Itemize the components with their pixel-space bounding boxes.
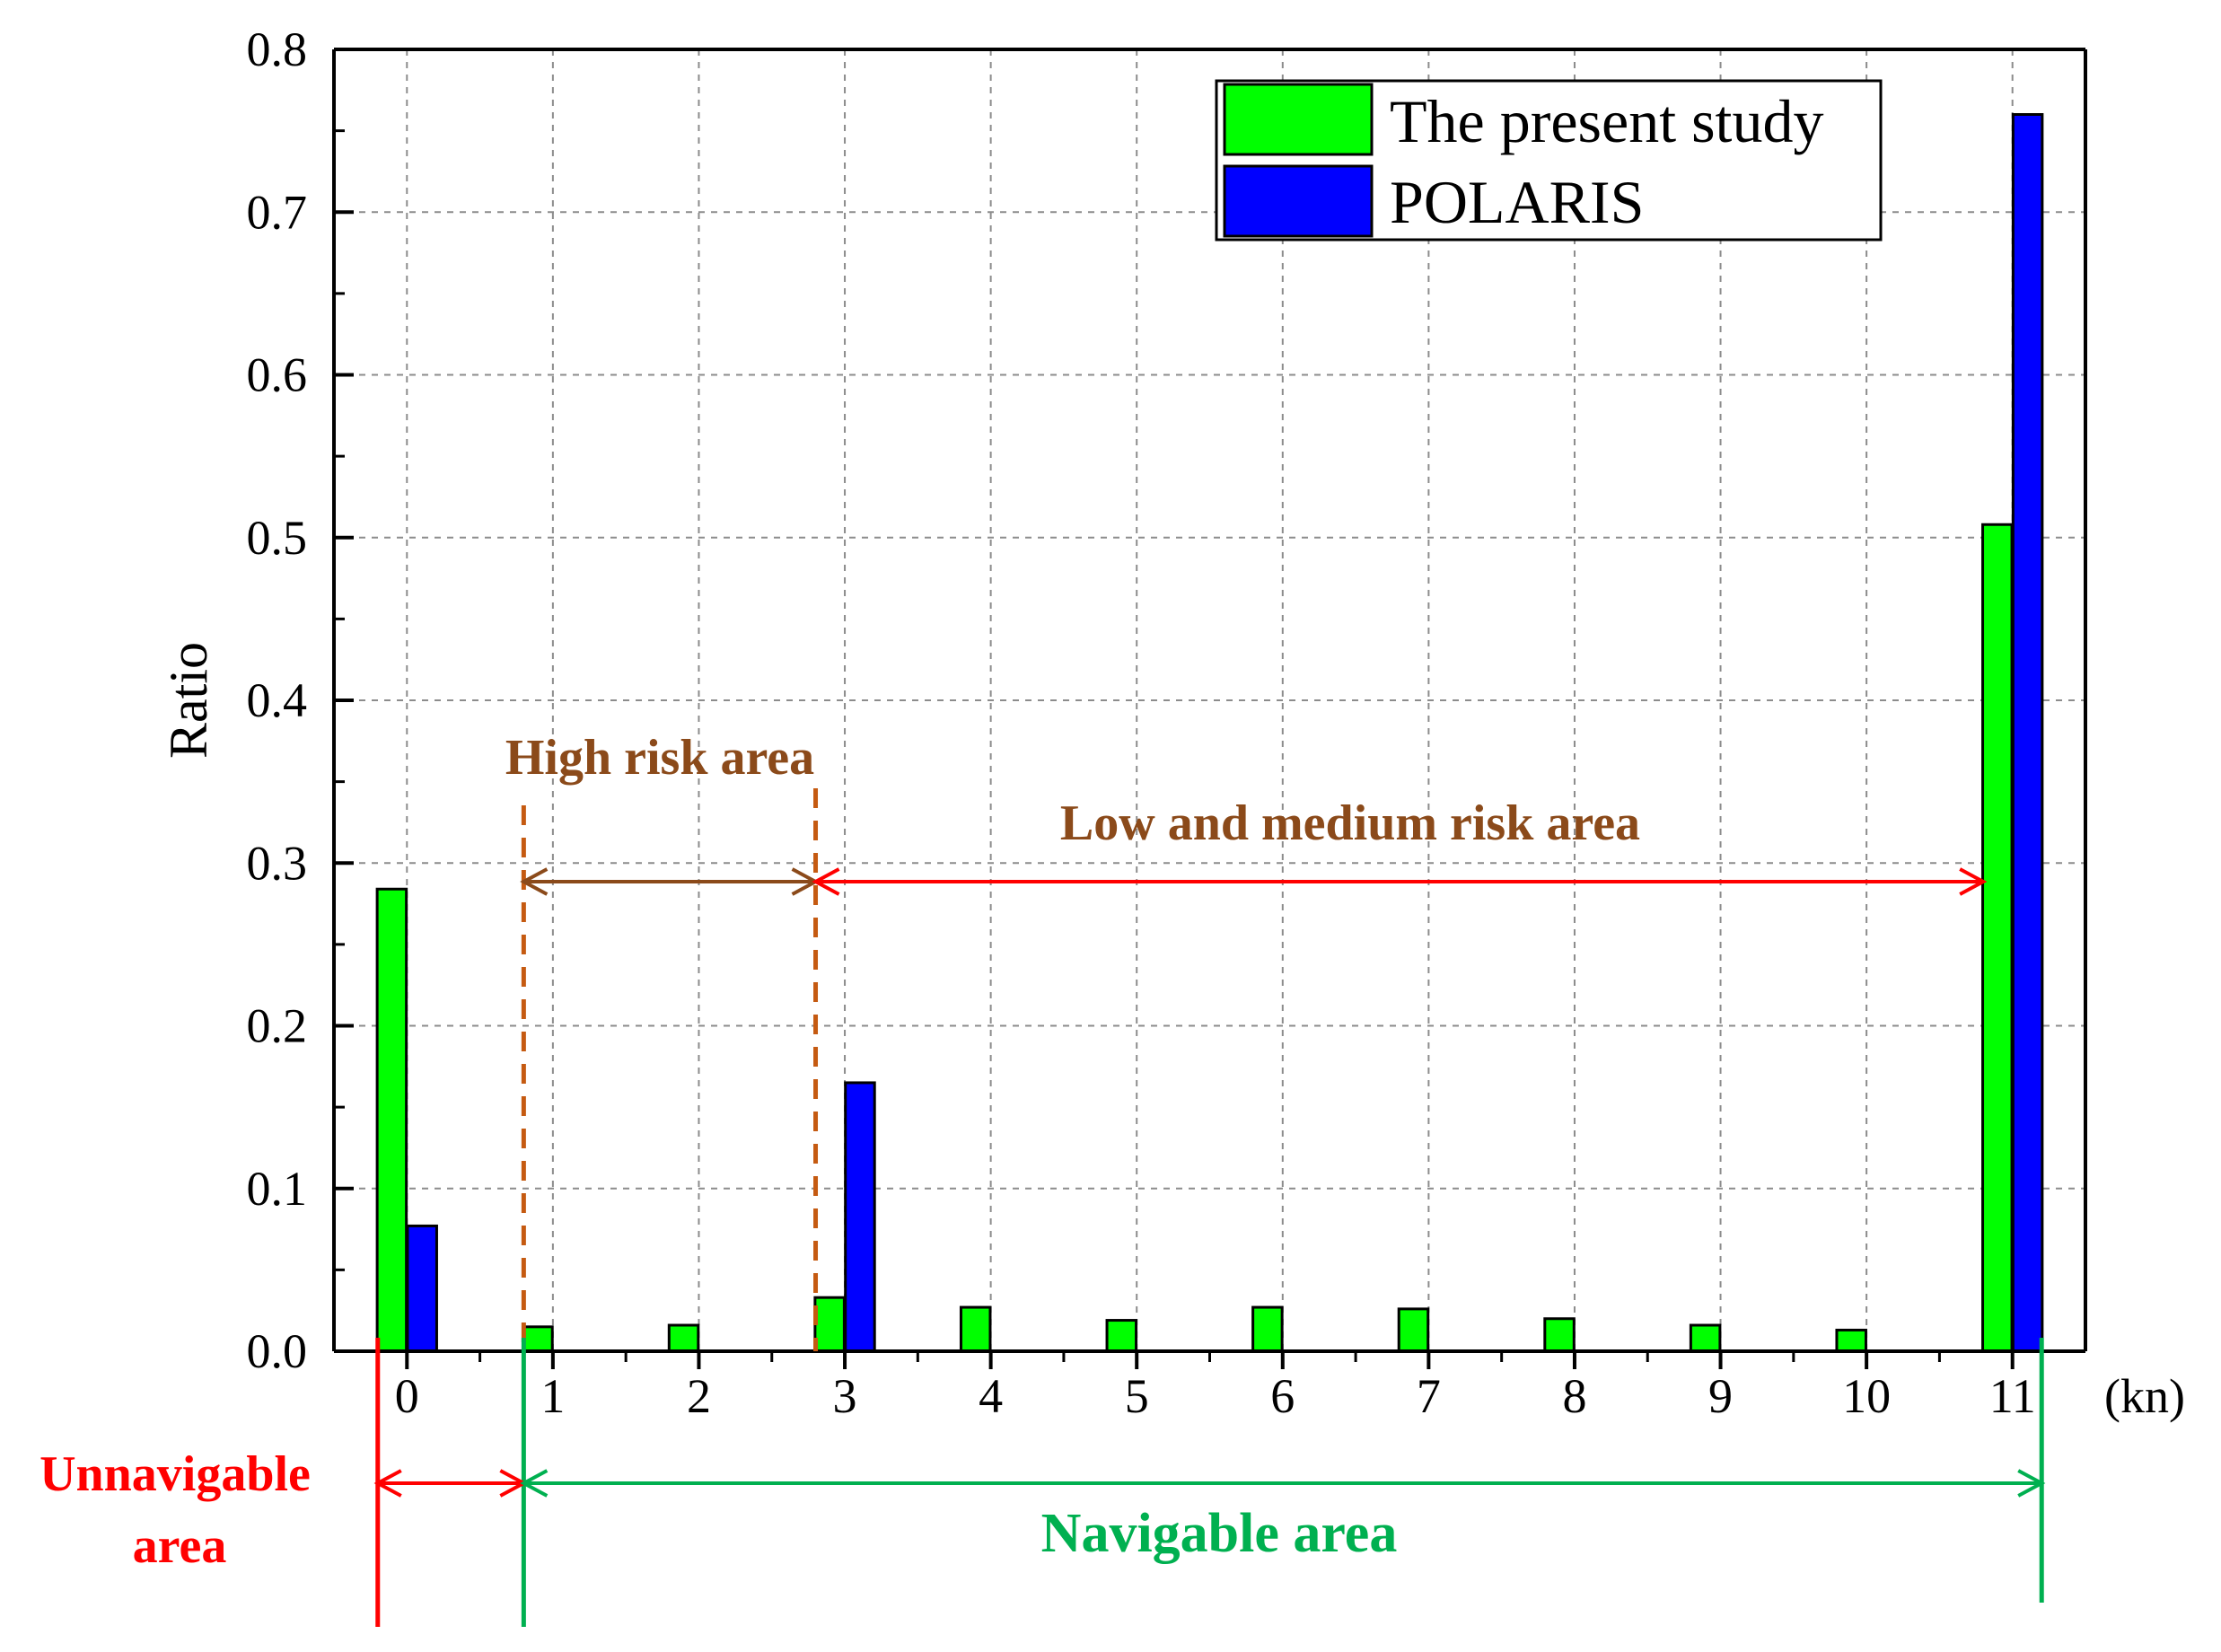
bar-present-study-8: [1543, 1317, 1576, 1353]
navigable-label: Navigable area: [1041, 1503, 1398, 1564]
legend-label-present-study: The present study: [1390, 87, 1823, 155]
low-medium-risk-arrow-head-left: [812, 867, 840, 896]
bar-present-study-10: [1835, 1328, 1867, 1353]
unnavigable-arrow-head-left: [373, 1469, 402, 1498]
x-tick-label: 4: [979, 1369, 1003, 1423]
bars: [375, 113, 2044, 1353]
y-tick-label: 0.8: [247, 22, 308, 76]
annotations: [373, 788, 2046, 1627]
legend-swatch-present-study: [1223, 83, 1374, 156]
y-tick-label: 0.4: [247, 673, 308, 727]
navigable-arrow-head-left: [520, 1469, 549, 1498]
grid: [334, 48, 2085, 1351]
unnavigable-label-line2: area: [133, 1518, 227, 1574]
y-tick-label: 0.3: [247, 836, 308, 890]
legend-label-polaris: POLARIS: [1390, 168, 1644, 236]
x-tick-label: 2: [687, 1369, 711, 1423]
y-tick-label: 0.5: [247, 511, 308, 565]
bar-present-study-6: [1251, 1305, 1284, 1353]
bar-present-study-2: [667, 1323, 700, 1353]
ticks: 0.0 0.1 0.2 0.3 0.4 0.5 0.6 0.7 0.8 0 1 2 3 4 5 6 7 8 9 10 1…: [247, 22, 2036, 1423]
y-tick-label: 0.7: [247, 185, 308, 239]
high-risk-arrow-head-left: [520, 867, 549, 896]
unnavigable-label-line1: Unnavigable: [40, 1446, 311, 1502]
high-risk-label: High risk area: [505, 730, 814, 786]
bar-present-study-4: [959, 1305, 992, 1353]
y-tick-label: 0.2: [247, 999, 308, 1053]
x-tick-label: 8: [1562, 1369, 1586, 1423]
navigable-arrow-head-right: [2017, 1469, 2046, 1498]
low-medium-risk-arrow-head-right: [1959, 867, 1988, 896]
bar-present-study-5: [1105, 1319, 1138, 1353]
x-axis-unit: (kn): [2104, 1369, 2185, 1423]
y-tick-label: 0.1: [247, 1162, 308, 1216]
x-tick-label: 5: [1125, 1369, 1149, 1423]
bar-polaris-11: [2011, 113, 2044, 1353]
bar-polaris-3: [844, 1081, 876, 1353]
legend: The present study POLARIS: [1215, 79, 1883, 242]
bar-present-study-7: [1397, 1307, 1430, 1353]
bar-present-study-0: [375, 887, 408, 1353]
bar-present-study-3: [813, 1296, 846, 1353]
legend-swatch-polaris: [1223, 164, 1374, 238]
bar-present-study-11: [1981, 523, 2014, 1353]
x-tick-label: 6: [1270, 1369, 1295, 1423]
x-tick-label: 1: [540, 1369, 565, 1423]
x-tick-label: 7: [1417, 1369, 1441, 1423]
low-medium-risk-label: Low and medium risk area: [1060, 795, 1640, 851]
y-axis-label: Ratio: [159, 642, 218, 759]
bar-present-study-1: [522, 1325, 554, 1353]
bar-present-study-9: [1689, 1323, 1722, 1353]
x-tick-label: 9: [1708, 1369, 1733, 1423]
x-tick-label: 0: [395, 1369, 419, 1423]
bar-polaris-0: [406, 1224, 438, 1353]
y-tick-label: 0.0: [247, 1324, 308, 1378]
y-tick-label: 0.6: [247, 348, 308, 402]
x-tick-label: 3: [833, 1369, 857, 1423]
x-tick-label: 10: [1842, 1369, 1891, 1423]
x-tick-label: 11: [1989, 1369, 2036, 1423]
